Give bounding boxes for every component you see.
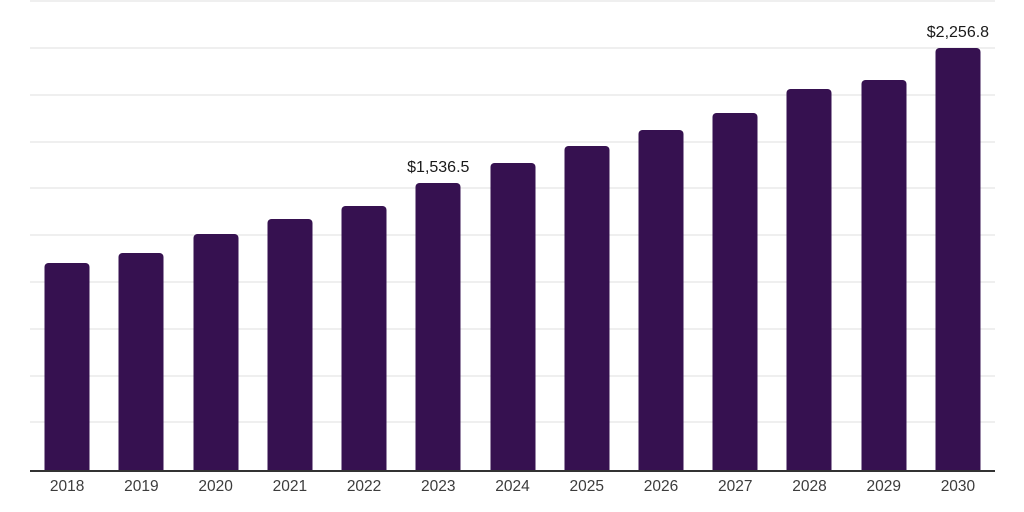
bar-2019[interactable] [118,253,164,470]
bar-slot-2020 [178,0,252,470]
gridline-1750 [30,140,995,143]
bar-2027[interactable] [712,113,758,470]
bar-2029[interactable] [861,80,907,470]
x-axis-labels: 2018 2019 2020 2021 2022 2023 2024 2025 2026 2027… [30,478,995,496]
bar-slot-2026 [624,0,698,470]
bar-slot-2030: $2,256.8 [921,0,995,470]
bar-2028[interactable] [786,89,832,470]
bar-slot-2022 [327,0,401,470]
bar-2022[interactable] [341,205,387,470]
x-tick-2026: 2026 [643,478,679,495]
bar-2023[interactable] [415,182,461,470]
gridline-2250 [30,47,995,50]
x-tick-2029: 2029 [866,478,901,495]
bar-slot-2019 [104,0,178,470]
x-tick-2022: 2022 [346,478,382,495]
x-tick-2030: 2030 [940,478,976,495]
x-tick-2020: 2020 [198,478,233,495]
gridline-2000 [30,93,995,96]
bar-2021[interactable] [267,219,313,470]
x-tick-2024: 2024 [495,478,530,495]
x-tick-2025: 2025 [569,478,604,495]
bar-2030[interactable] [935,47,981,470]
bar-2026[interactable] [638,129,684,470]
x-tick-2018: 2018 [49,478,85,495]
bar-2018[interactable] [44,262,90,470]
x-tick-2021: 2021 [272,478,308,495]
x-tick-2019: 2019 [124,478,159,495]
plot-area: $1,536.5 $2,256.8 [30,0,995,472]
bar-2024[interactable] [490,163,536,470]
bar-slot-2021 [253,0,327,470]
x-axis-line [30,470,995,472]
data-label-2023: $1,536.5 [407,158,470,176]
bar-slot-2023: $1,536.5 [401,0,475,470]
bar-slot-2028 [772,0,846,470]
bar-slot-2024 [475,0,549,470]
bar-slot-2029 [847,0,921,470]
data-label-2030: $2,256.8 [926,23,990,41]
bar-slot-2025 [550,0,624,470]
bar-slot-2027 [698,0,772,470]
bar-2020[interactable] [193,234,239,470]
bar-2025[interactable] [564,146,610,470]
bar-slot-2018 [30,0,104,470]
x-tick-2027: 2027 [717,478,753,495]
x-tick-2028: 2028 [792,478,827,495]
gridline-2500 [30,0,995,3]
x-tick-2023: 2023 [421,478,456,495]
bars-container: $1,536.5 $2,256.8 [30,0,995,470]
